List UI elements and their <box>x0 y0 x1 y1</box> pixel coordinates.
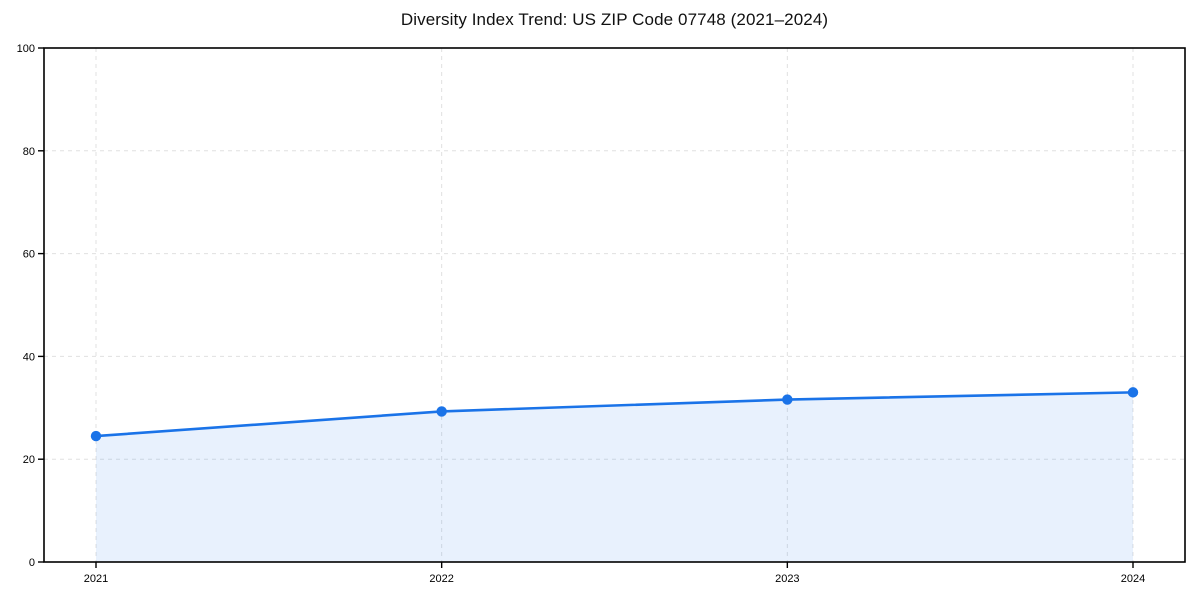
y-tick-label: 80 <box>23 146 35 158</box>
x-tick-label: 2021 <box>84 573 108 585</box>
y-tick-label: 60 <box>23 249 35 261</box>
x-tick-label: 2024 <box>1121 573 1145 585</box>
data-point <box>782 394 793 405</box>
y-tick-label: 40 <box>23 351 35 363</box>
chart-title: Diversity Index Trend: US ZIP Code 07748… <box>400 10 829 29</box>
trend-line <box>94 391 1135 438</box>
area-fill <box>96 392 1133 562</box>
x-tick-label: 2022 <box>429 573 453 585</box>
data-point <box>1127 387 1139 398</box>
x-tick-label: 2023 <box>775 573 799 585</box>
data-point <box>436 406 447 417</box>
data-point <box>90 430 102 442</box>
y-tick-label: 20 <box>23 454 35 466</box>
y-tick-label: 100 <box>17 43 35 55</box>
plot-frame <box>43 47 1186 563</box>
y-tick-label: 0 <box>29 557 35 569</box>
